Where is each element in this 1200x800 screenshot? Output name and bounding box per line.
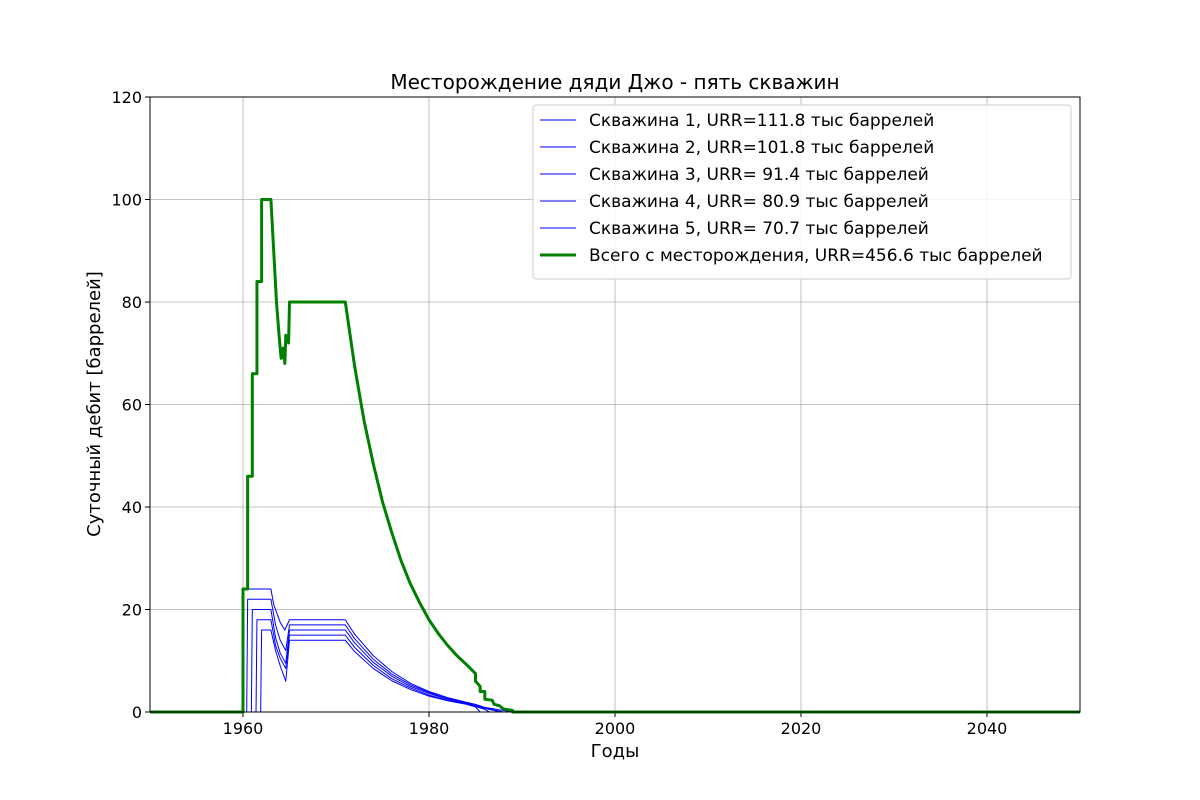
legend-entry-label: Скважина 1, URR=111.8 тыс баррелей [589, 111, 934, 131]
x-axis-ticks: 1960 1980 2000 2020 2040 [223, 712, 1008, 738]
y-axis-label: Суточный дебит [баррелей] [84, 271, 105, 537]
series-line-3 [150, 609, 1080, 713]
legend-entry-label: Скважина 4, URR= 80.9 тыс баррелей [589, 192, 929, 212]
y-axis-ticks: 0 20 40 60 80 100 120 [111, 88, 150, 722]
series-line-5 [150, 629, 1080, 713]
legend-entry-label: Скважина 2, URR=101.8 тыс баррелей [589, 138, 934, 158]
y-tick-label: 40 [122, 498, 142, 517]
y-tick-label: 0 [132, 703, 142, 722]
legend-entry-label: Скважина 3, URR= 91.4 тыс баррелей [589, 165, 929, 185]
chart-title: Месторождение дяди Джо - пять скважин [390, 70, 839, 94]
x-tick-label: 1960 [223, 719, 264, 738]
series-lines [150, 198, 1080, 714]
y-tick-label: 80 [122, 293, 142, 312]
y-tick-label: 100 [111, 191, 142, 210]
legend-entry-label: Скважина 5, URR= 70.7 тыс баррелей [589, 219, 929, 239]
x-tick-label: 2040 [967, 719, 1008, 738]
series-line-6 [150, 198, 1080, 714]
plot-frame [149, 96, 1081, 713]
legend-entry-label: Всего с месторождения, URR=456.6 тыс бар… [589, 246, 1043, 266]
x-tick-label: 1980 [409, 719, 450, 738]
x-axis-label: Годы [591, 741, 640, 762]
y-tick-label: 20 [122, 601, 142, 620]
y-tick-label: 60 [122, 396, 142, 415]
legend: Скважина 1, URR=111.8 тыс баррелей Скважи… [532, 104, 1072, 280]
x-tick-label: 2020 [781, 719, 822, 738]
legend-box [532, 104, 1072, 280]
y-tick-label: 120 [111, 88, 142, 107]
x-tick-label: 2000 [595, 719, 636, 738]
series-line-1 [150, 588, 1080, 713]
